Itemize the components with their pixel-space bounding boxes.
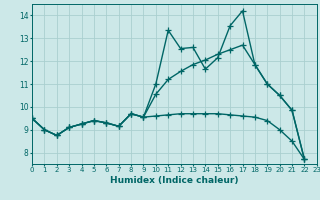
X-axis label: Humidex (Indice chaleur): Humidex (Indice chaleur) xyxy=(110,176,239,185)
